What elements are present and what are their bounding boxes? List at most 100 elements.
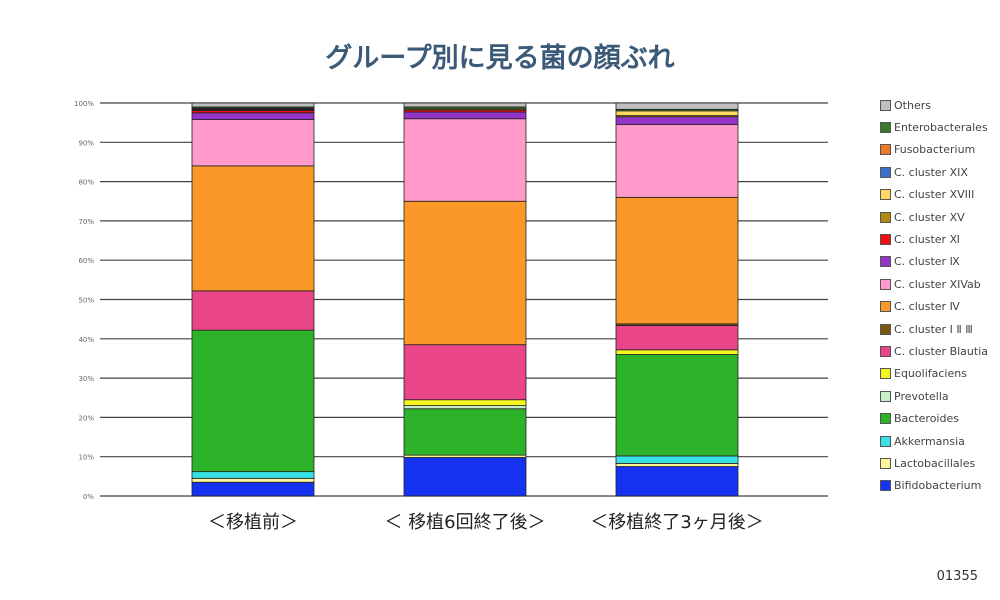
legend-label: C. cluster XV <box>894 210 965 224</box>
bar-segment <box>615 462 739 467</box>
x-category-label: ＜移植終了3ヶ月後＞ <box>590 512 764 533</box>
legend-swatch <box>880 301 891 313</box>
legend-swatch <box>880 99 891 111</box>
legend-item: C. cluster XVIII <box>880 184 988 206</box>
y-tick-label: 90% <box>78 139 94 147</box>
legend-label: C. cluster Ⅺ <box>894 233 960 247</box>
bar-segment <box>615 116 739 126</box>
bar-segment <box>191 102 315 108</box>
bar-segment <box>615 110 739 116</box>
bar-segment <box>191 477 315 483</box>
bar-segment <box>615 466 739 497</box>
legend-swatch <box>880 278 891 290</box>
bar-segment <box>191 119 315 167</box>
legend-swatch <box>880 390 891 402</box>
y-tick-label: 20% <box>78 414 94 422</box>
legend-item: C. cluster Ⅰ Ⅱ Ⅲ <box>880 318 988 340</box>
bar-segment <box>191 290 315 331</box>
bar-segment <box>615 196 739 325</box>
bar-segment <box>403 200 527 346</box>
legend-label: C. cluster XVIII <box>894 188 975 202</box>
legend-swatch <box>880 435 891 447</box>
legend-swatch <box>880 345 891 357</box>
bar-segment <box>191 165 315 292</box>
legend-item: Lactobacillales <box>880 452 988 474</box>
bar-segment <box>615 325 739 351</box>
legend-swatch <box>880 323 891 335</box>
legend-swatch <box>880 256 891 268</box>
chart-title: グループ別に見る菌の顔ぶれ <box>325 43 675 74</box>
bar-segment <box>615 102 739 110</box>
legend-label: Bacteroides <box>894 412 959 426</box>
legend-item: Akkermansia <box>880 430 988 452</box>
bar-segment <box>403 405 527 410</box>
legend-item: Others <box>880 94 988 116</box>
stacked-bar-chart: 0% 10% 20% 30% 40% 50% 60% 70% 80% 90% 100% <box>74 100 828 501</box>
legend-item: C. cluster XV <box>880 206 988 228</box>
y-tick-label: 0% <box>83 493 94 501</box>
legend-label: Lactobacillales <box>894 456 976 470</box>
legend-item: C. cluster XIVab <box>880 273 988 295</box>
legend-label: Bifidobacterium <box>894 479 982 493</box>
legend-item: C. cluster XIX <box>880 161 988 183</box>
legend-item: Bifidobacterium <box>880 475 988 497</box>
bar-segment <box>403 399 527 407</box>
y-tick-label: 60% <box>78 257 94 265</box>
bar-segment <box>615 354 739 457</box>
legend-item: Enterobacterales <box>880 116 988 138</box>
legend-label: Equolifaciens <box>894 367 967 381</box>
legend-label: C. cluster XIVab <box>894 277 981 291</box>
legend-swatch <box>880 413 891 425</box>
legend-swatch <box>880 457 891 469</box>
legend-swatch <box>880 166 891 178</box>
legend-label: C. cluster Ⅰ Ⅱ Ⅲ <box>894 322 973 336</box>
bar-segment <box>615 455 739 464</box>
legend-item: Fusobacterium <box>880 139 988 161</box>
bar-segment <box>191 471 315 479</box>
legend-label: C. cluster XIX <box>894 165 968 179</box>
legend: Others Enterobacterales Fusobacterium C. cl… <box>880 94 988 497</box>
legend-item: C. cluster Blautia <box>880 340 988 362</box>
legend-swatch <box>880 144 891 156</box>
bar-segment <box>403 344 527 401</box>
y-tick-label: 70% <box>78 218 94 226</box>
x-category-label: ＜ 移植6回終了後＞ <box>384 512 546 533</box>
legend-item: C. cluster Ⅳ <box>880 296 988 318</box>
bar-segment <box>403 118 527 202</box>
legend-item: Bacteroides <box>880 407 988 429</box>
bar-segment <box>403 408 527 456</box>
legend-swatch <box>880 122 891 134</box>
bar-segment <box>403 111 527 120</box>
y-tick-label: 10% <box>78 454 94 462</box>
bar-segment <box>615 349 739 355</box>
legend-label: C. cluster Blautia <box>894 344 989 358</box>
legend-item: Prevotella <box>880 385 988 407</box>
page-number: 01355 <box>936 569 978 584</box>
x-category-label: ＜移植前＞ <box>208 512 298 533</box>
legend-item: C. cluster Ⅺ <box>880 228 988 250</box>
legend-label: Fusobacterium <box>894 143 976 157</box>
bar-segment <box>191 112 315 120</box>
legend-item: C. cluster Ⅸ <box>880 251 988 273</box>
legend-label: Prevotella <box>894 389 949 403</box>
legend-label: Others <box>894 98 931 112</box>
legend-item: Equolifaciens <box>880 363 988 385</box>
y-tick-label: 40% <box>78 336 94 344</box>
bar-segment <box>403 457 527 497</box>
legend-swatch <box>880 368 891 380</box>
legend-swatch <box>880 189 891 201</box>
legend-label: Akkermansia <box>894 434 965 448</box>
bar-segment <box>191 329 315 473</box>
legend-label: C. cluster Ⅳ <box>894 300 960 314</box>
y-tick-label: 30% <box>78 375 94 383</box>
legend-label: C. cluster Ⅸ <box>894 255 960 269</box>
legend-swatch <box>880 234 891 246</box>
bar-segment <box>191 481 315 497</box>
y-tick-label: 80% <box>78 179 94 187</box>
y-tick-label: 50% <box>78 297 94 305</box>
legend-swatch <box>880 211 891 223</box>
y-tick-label: 100% <box>74 100 94 108</box>
bar-segment <box>615 124 739 198</box>
legend-swatch <box>880 480 891 492</box>
legend-label: Enterobacterales <box>894 121 988 135</box>
